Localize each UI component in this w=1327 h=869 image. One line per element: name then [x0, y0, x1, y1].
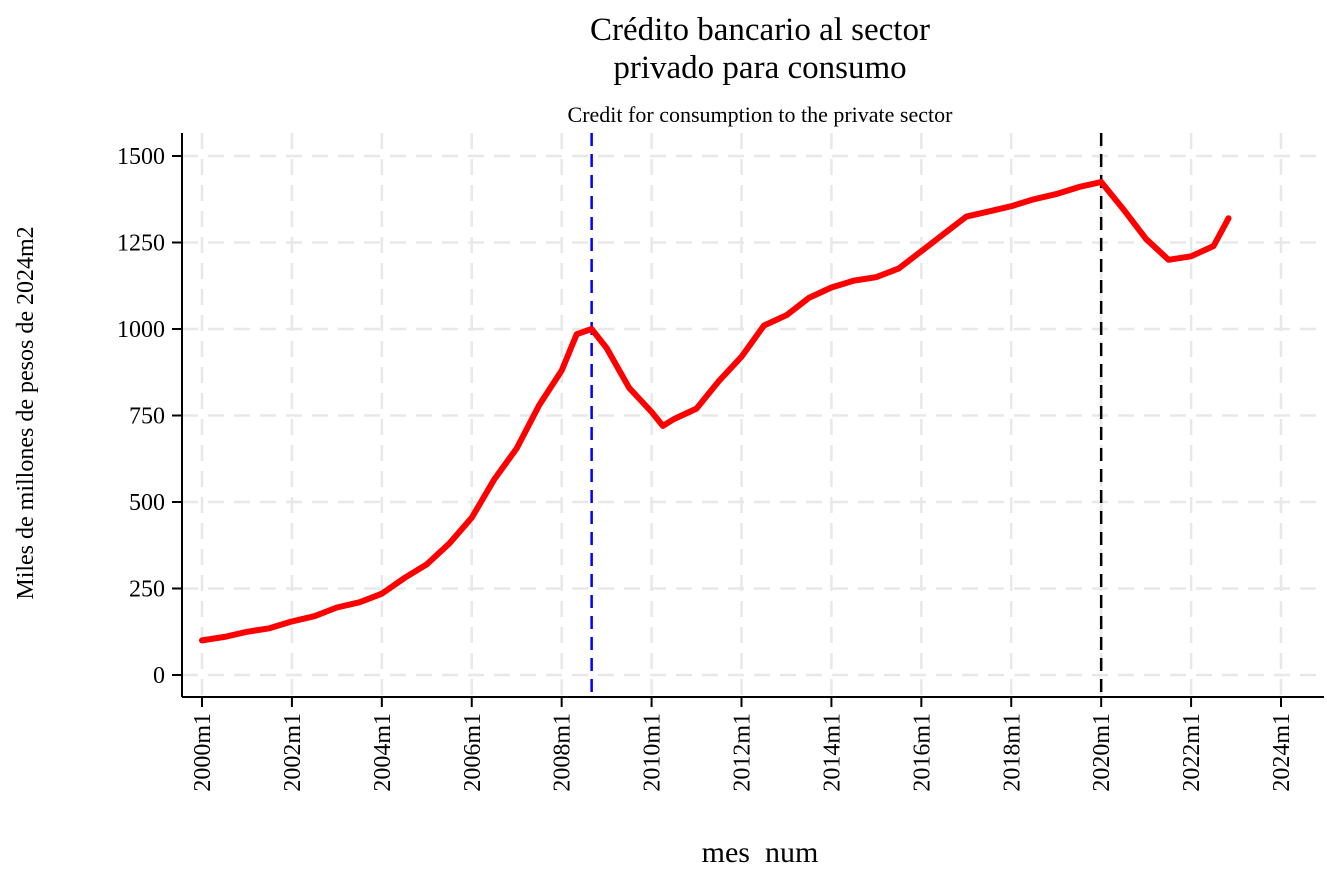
x-axis-label: mes num: [702, 836, 819, 869]
x-tick-labels: 2000m1 2002m1 2004m1 2006m1 2008m1 2010m1 2012…: [190, 697, 1295, 792]
y-tick-labels: 0 250 500 750 1000 1250 1500: [117, 144, 182, 689]
grid: [182, 133, 1324, 697]
y-tick-label-1: 250: [129, 577, 165, 603]
x-tick-label-4: 2008m1: [550, 713, 576, 792]
x-tick-label-6: 2012m1: [730, 713, 756, 792]
x-tick-label-0: 2000m1: [190, 713, 216, 792]
x-tick-label-7: 2014m1: [819, 713, 845, 792]
y-tick-label-2: 500: [129, 490, 165, 516]
x-tick-label-11: 2022m1: [1179, 713, 1205, 792]
x-tick-label-9: 2018m1: [999, 713, 1025, 792]
series-line-0: [199, 179, 1232, 644]
chart-title-line2: privado para consumo: [613, 50, 906, 86]
y-axis-label: Miles de millones de pesos de 2024m2: [13, 226, 39, 599]
x-tick-label-5: 2010m1: [640, 713, 666, 792]
x-tick-label-1: 2002m1: [280, 713, 306, 792]
y-tick-label-0: 0: [153, 663, 165, 689]
chart-subtitle: Credit for consumption to the private se…: [568, 102, 954, 127]
y-tick-label-3: 750: [129, 404, 165, 430]
reference-lines: [590, 133, 1103, 697]
x-tick-label-10: 2020m1: [1089, 713, 1115, 792]
y-tick-label-5: 1250: [117, 231, 165, 257]
series-layer: [199, 179, 1232, 644]
y-tick-label-4: 1000: [117, 317, 165, 343]
x-tick-label-3: 2006m1: [460, 713, 486, 792]
chart-title-line1: Crédito bancario al sector: [590, 12, 930, 48]
y-tick-label-6: 1500: [117, 144, 165, 170]
x-tick-label-8: 2016m1: [909, 713, 935, 792]
x-tick-label-12: 2024m1: [1269, 713, 1295, 792]
x-tick-label-2: 2004m1: [370, 713, 396, 792]
